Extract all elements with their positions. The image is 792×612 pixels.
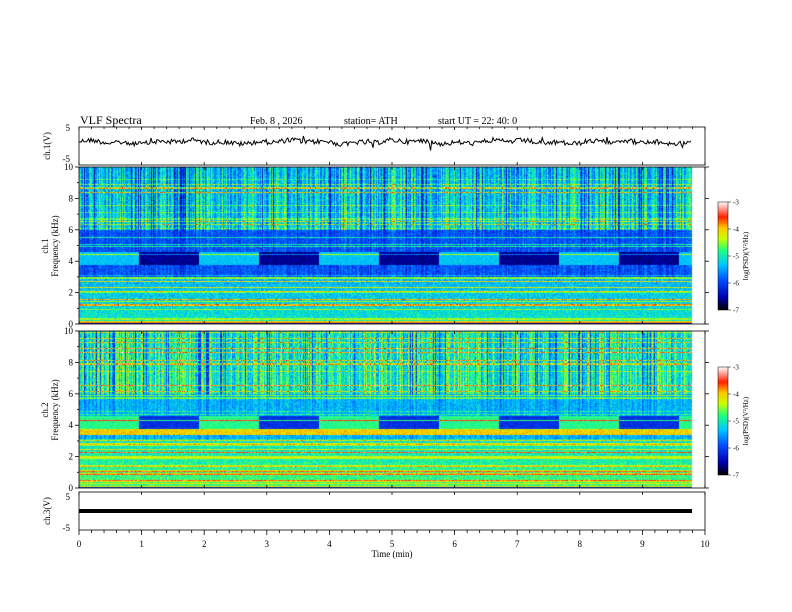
freq-tick-label: 8 <box>69 357 74 367</box>
date-label: Feb. 8 , 2026 <box>250 116 303 127</box>
x-tick-label: 10 <box>701 539 711 549</box>
x-tick-label: 2 <box>202 539 207 549</box>
colorbar-tick-label: -7 <box>733 307 739 315</box>
x-tick-label: 1 <box>139 539 144 549</box>
ch2-colorbar-label: log(PSD)(V²/Hz) <box>742 396 750 445</box>
freq-tick-label: 0 <box>69 319 74 329</box>
x-tick-label: 8 <box>578 539 583 549</box>
ch1-ylabel: ch.1(V) <box>42 132 52 160</box>
ch2-freq-ticks: 10 8 6 4 2 0 <box>64 326 709 493</box>
ch1-waveform-frame <box>78 126 706 166</box>
ch1-spectrogram-canvas-wrap <box>79 167 705 324</box>
colorbar-tick-label: -6 <box>733 280 739 288</box>
colorbar-tick-label: -3 <box>733 364 739 372</box>
x-axis-label: Time (min) <box>372 549 413 559</box>
ch1-spectrogram-panel: 10 8 6 4 2 0 ch.1 Frequency (kHz) <box>40 162 709 329</box>
ch1-waveform-panel: 5 -5 ch.1(V) <box>42 123 706 166</box>
station-label: station= ATH <box>344 116 398 127</box>
start-ut-label: start UT = 22: 40: 0 <box>438 116 517 127</box>
ch1-colorbar-label: log(PSD)(V²/Hz) <box>742 231 750 280</box>
ch3-ylabel: ch.3(V) <box>42 497 52 525</box>
ch2-colorbar-gradient <box>717 366 729 476</box>
colorbar-tick-label: -4 <box>733 226 739 234</box>
ch3-ytick-5: 5 <box>66 492 71 502</box>
colorbar-tick-label: -3 <box>733 199 739 207</box>
ch1-colorbar-gradient <box>717 201 729 311</box>
ch2-spectrogram-canvas-wrap <box>79 331 705 488</box>
ch3-waveform-panel: 5 -5 ch.3(V) <box>42 491 706 533</box>
x-tick-label: 9 <box>640 539 645 549</box>
x-tick-label: 5 <box>390 539 395 549</box>
ch1-ytick-5: 5 <box>66 123 71 133</box>
ch2-ylabel-line2: Frequency (kHz) <box>50 379 60 440</box>
freq-tick-label: 4 <box>69 420 74 430</box>
freq-tick-label: 2 <box>69 288 74 298</box>
freq-tick-label: 2 <box>69 452 74 462</box>
x-tick-label: 0 <box>77 539 82 549</box>
ch2-colorbar: -3 -4 -5 -6 -7 log(PSD)(V²/Hz) <box>717 364 750 480</box>
freq-tick-label: 6 <box>69 225 74 235</box>
figure-title: VLF Spectra <box>80 113 142 127</box>
x-tick-label: 4 <box>327 539 332 549</box>
x-tick-label: 6 <box>452 539 457 549</box>
freq-tick-label: 0 <box>69 483 74 493</box>
ch1-colorbar-ticks: -3 -4 -5 -6 -7 <box>728 199 739 315</box>
ch2-ylabel-line1: ch.2 <box>40 402 50 417</box>
ch2-colorbar-ticks: -3 -4 -5 -6 -7 <box>728 364 739 480</box>
freq-tick-label: 6 <box>69 389 74 399</box>
ch1-freq-ticks: 10 8 6 4 2 0 <box>64 162 709 329</box>
ch1-spectrogram-canvas <box>79 167 705 324</box>
freq-tick-label: 10 <box>64 162 74 172</box>
ch2-spectrogram-panel: 10 8 6 4 2 0 ch.2 Frequency (kHz) <box>40 326 709 493</box>
colorbar-tick-label: -6 <box>733 445 739 453</box>
ch1-waveform-line <box>78 135 692 151</box>
ch2-spectrogram-canvas <box>79 331 705 488</box>
ch1-ytick-neg5: -5 <box>63 154 71 164</box>
x-tick-label: 3 <box>265 539 270 549</box>
freq-tick-label: 8 <box>69 193 74 203</box>
x-tick-label: 7 <box>515 539 520 549</box>
ch3-ytick-neg5: -5 <box>63 523 71 533</box>
colorbar-tick-label: -7 <box>733 472 739 480</box>
colorbar-tick-label: -4 <box>733 391 739 399</box>
ch1-ylabel-line2: Frequency (kHz) <box>50 215 60 276</box>
colorbar-tick-label: -5 <box>733 418 739 426</box>
freq-tick-label: 10 <box>64 326 74 336</box>
ch1-ylabel-line1: ch.1 <box>40 238 50 253</box>
freq-tick-label: 4 <box>69 256 74 266</box>
ch1-colorbar: -3 -4 -5 -6 -7 log(PSD)(V²/Hz) <box>717 199 750 315</box>
time-axis-ticks: 0 1 2 3 4 5 6 7 8 9 10 <box>77 127 710 549</box>
colorbar-tick-label: -5 <box>733 253 739 261</box>
